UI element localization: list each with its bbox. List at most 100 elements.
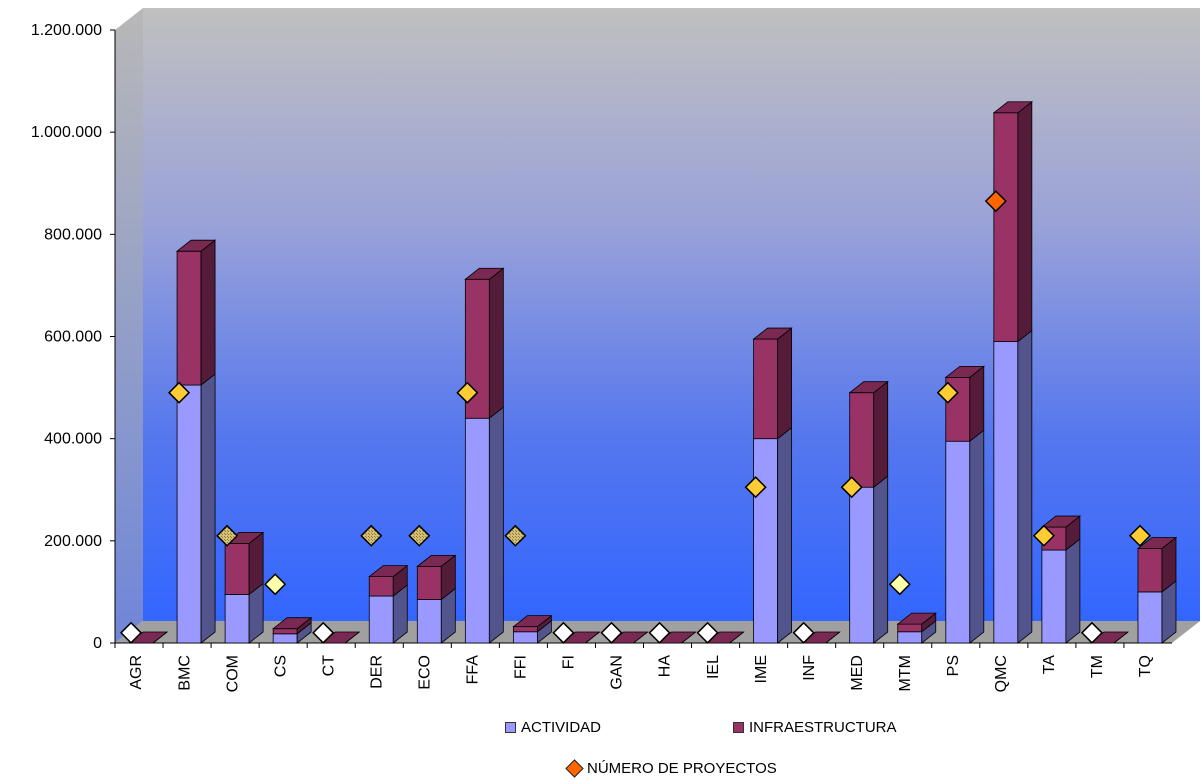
bar-side-infraestructura (873, 380, 889, 489)
project-marker (1032, 524, 1055, 547)
bar-stack-com (223, 531, 265, 644)
bar-stack-med (848, 380, 889, 644)
bar-top (464, 267, 505, 280)
bars-layer (127, 100, 1178, 644)
bar-top (848, 381, 889, 394)
project-marker (504, 524, 527, 547)
x-tick-label: MED (849, 655, 866, 691)
legend-item-proyectos: NÚMERO DE PROYECTOS (565, 759, 777, 778)
legend-item-infraestructura: INFRAESTRUCTURA (733, 719, 897, 736)
bar-front-actividad (416, 599, 442, 644)
x-tick-label: GAN (609, 655, 626, 690)
legend-swatch-actividad (505, 722, 516, 733)
bar-front-infraestructura (176, 250, 202, 386)
legend-label-infraestructura: INFRAESTRUCTURA (749, 719, 897, 736)
markers-layer (119, 190, 1152, 644)
legend-label-proyectos: NÚMERO DE PROYECTOS (587, 760, 777, 777)
bar-side-infraestructura (777, 327, 793, 440)
bar-side-actividad (200, 373, 216, 644)
bar-top (992, 101, 1033, 114)
bar-front-actividad (945, 440, 971, 644)
bar-stack-qmc (992, 100, 1033, 644)
y-tick-label: 400.000 (44, 431, 102, 448)
bar-top (1136, 537, 1178, 549)
project-marker (1128, 524, 1152, 547)
x-tick-label: TQ (1137, 655, 1154, 677)
x-tick-label: FI (561, 655, 578, 669)
bar-front-actividad (897, 631, 923, 644)
bar-stack-ta (1040, 515, 1082, 644)
x-tick-label: CT (320, 655, 337, 677)
bar-side-infraestructura (200, 239, 216, 386)
bar-front-actividad (272, 633, 298, 644)
project-marker (792, 621, 815, 644)
legend-label-actividad: ACTIVIDAD (521, 719, 602, 736)
project-marker (888, 573, 911, 596)
side-wall (115, 8, 143, 643)
bar-front-actividad (512, 631, 538, 644)
bar-side-actividad (969, 429, 985, 644)
bar-stack-cs (272, 616, 313, 644)
project-marker (936, 381, 959, 404)
bar-front-actividad (1137, 591, 1163, 644)
legend-diamond-icon (565, 759, 584, 778)
bar-stack-ffa (464, 267, 505, 644)
plot-walls (115, 8, 1200, 644)
bar-top (512, 615, 553, 628)
x-tick-label: CS (272, 655, 289, 677)
project-marker (984, 190, 1007, 213)
project-marker (600, 621, 623, 644)
bar-stack-ime (752, 327, 793, 644)
bar-front-actividad (993, 341, 1019, 644)
bar-top (752, 327, 793, 340)
bar-top (368, 565, 409, 577)
y-tick-label: 800.000 (44, 226, 102, 243)
y-tick-label: 1.000.000 (31, 124, 102, 141)
bar-stack-der (368, 564, 409, 644)
y-tick-label: 600.000 (44, 329, 102, 346)
bar-stack-tq (1136, 536, 1178, 644)
bar-top (944, 365, 985, 378)
y-tick-label: 200.000 (44, 533, 102, 550)
bar-side-actividad (488, 406, 504, 644)
project-marker (1080, 621, 1103, 644)
x-tick-label: INF (801, 655, 818, 681)
bar-stack-bmc (175, 239, 217, 644)
bar-top (272, 617, 313, 630)
bar-front-actividad (1041, 549, 1067, 644)
bar-front-infraestructura (368, 576, 394, 597)
project-marker (168, 381, 191, 404)
project-marker (552, 621, 575, 644)
bar-side-actividad (1065, 538, 1081, 644)
legend-swatch-infraestructura (733, 722, 744, 733)
bar-top (1040, 515, 1082, 528)
project-marker (119, 621, 143, 644)
x-tick-label: TA (1041, 655, 1058, 675)
project-marker (360, 524, 383, 547)
bar-front-infraestructura (849, 392, 875, 488)
y-axis: 0 200.000 400.000 600.000 800.000 1.000.000 1.… (31, 22, 116, 652)
y-tick-label: 0 (93, 635, 102, 652)
bar-top (896, 612, 937, 625)
bar-front-actividad (224, 594, 250, 644)
x-tick-label: TM (1089, 655, 1106, 678)
x-tick-label: COM (224, 655, 241, 692)
x-tick-label: AGR (128, 655, 145, 690)
project-marker (840, 476, 863, 499)
bar-stack-mtm (896, 612, 937, 644)
x-tick-label: IEL (705, 655, 722, 679)
bar-front-infraestructura (753, 338, 779, 440)
project-marker (648, 621, 671, 644)
bar-top (416, 554, 457, 567)
bar-side-infraestructura (1017, 100, 1033, 343)
bar-front-infraestructura (272, 628, 298, 635)
project-marker (312, 621, 335, 644)
bar-stack-agr (127, 631, 169, 644)
bar-front-infraestructura (993, 112, 1019, 343)
x-tick-label: DER (368, 655, 385, 689)
x-tick-label: IME (753, 655, 770, 683)
bar-front-infraestructura (416, 565, 442, 600)
legend-item-actividad: ACTIVIDAD (505, 719, 601, 736)
x-tick-label: ECO (417, 655, 434, 690)
